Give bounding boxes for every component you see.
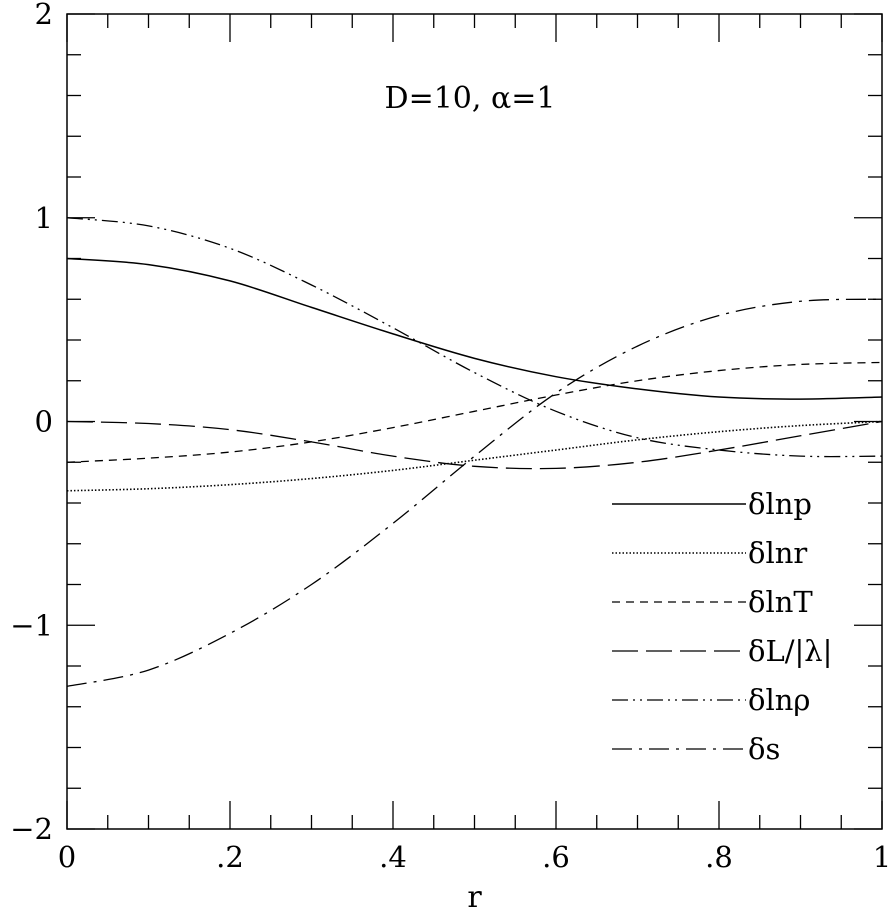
series-line (66, 361, 883, 463)
legend: δlnp δlnr δlnT δL/|λ| δlnρ δs (612, 487, 832, 766)
x-tick-label: .4 (379, 840, 407, 874)
x-axis-label: r (467, 880, 482, 915)
axis-tick-labels: 0 .2 .4 .6 .8 1 −2 −1 0 1 2 (10, 0, 890, 874)
legend-label: δlnr (748, 536, 807, 570)
series-line (66, 298, 883, 688)
y-tick-label: −1 (10, 608, 53, 642)
y-tick-label: 2 (35, 0, 53, 31)
legend-label: δlnT (748, 585, 813, 619)
x-tick-label: .2 (216, 840, 244, 874)
axis-ticks (66, 13, 883, 830)
legend-label: δlnρ (748, 683, 810, 717)
series-line (66, 217, 883, 458)
legend-label: δlnp (748, 487, 812, 521)
x-tick-label: .6 (542, 840, 570, 874)
series-line (66, 257, 883, 400)
x-tick-label: 1 (873, 840, 890, 874)
y-tick-label: 1 (35, 201, 53, 235)
y-tick-label: −2 (10, 812, 53, 846)
x-tick-label: .8 (705, 840, 733, 874)
chart-annotation: D=10, α=1 (385, 81, 556, 116)
series-line (66, 420, 883, 492)
y-tick-label: 0 (35, 405, 53, 439)
legend-label: δs (748, 732, 780, 766)
series-layer (66, 217, 883, 688)
legend-label: δL/|λ| (748, 634, 832, 668)
x-tick-label: 0 (58, 840, 76, 874)
series-line (66, 420, 883, 470)
